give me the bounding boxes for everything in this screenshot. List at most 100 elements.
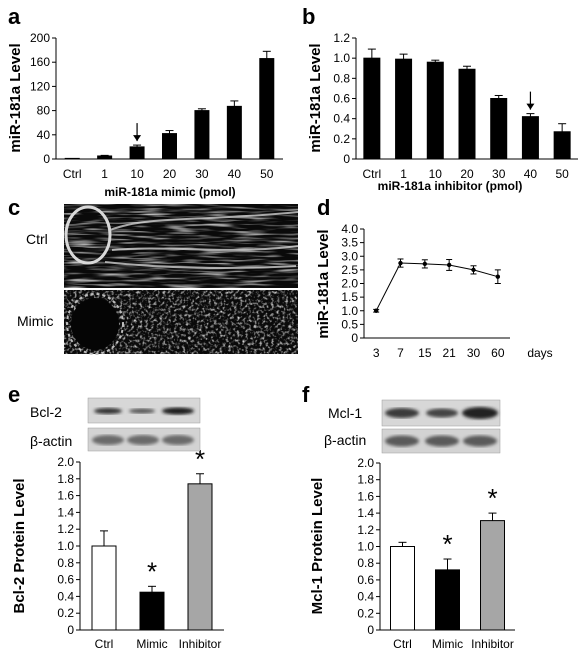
y-tick-label: 0.2	[57, 606, 74, 620]
x-tick-label: Mimic	[432, 637, 463, 651]
blot-e-band	[129, 408, 155, 414]
y-tick-label: 1.2	[357, 523, 374, 537]
y-tick-label: 2.0	[357, 456, 374, 470]
y-tick-label: 1.0	[341, 304, 358, 318]
panel-letter-c: c	[8, 195, 20, 220]
micrograph-ctrl	[64, 204, 299, 288]
y-tick-label: 0.4	[357, 590, 374, 604]
x-tick-label: Inhibitor	[179, 637, 222, 651]
y-tick-label: 200	[30, 31, 50, 45]
blot-f: Mcl-1 β-actin	[324, 399, 501, 454]
y-tick-label: 1.4	[357, 506, 374, 520]
bar	[480, 520, 505, 631]
y-tick-label: 0	[67, 623, 74, 637]
blot-e-label-target: Bcl-2	[30, 404, 62, 420]
blot-f-band	[385, 408, 419, 418]
y-tick-label: 1.5	[341, 290, 358, 304]
x-tick-label: Ctrl	[95, 637, 114, 651]
bar	[97, 155, 113, 160]
arrow-marker-head	[526, 103, 535, 110]
y-tick-label: 1.8	[357, 473, 374, 487]
micrograph-mimic	[64, 290, 298, 355]
significance-marker: *	[147, 556, 157, 586]
x-tick-label: 20	[163, 167, 177, 181]
x-tick-label: 40	[524, 167, 538, 181]
blot-f-band	[385, 435, 419, 447]
panel-letter-e: e	[8, 382, 20, 407]
bar	[129, 146, 145, 160]
series-line	[375, 262, 498, 311]
x-tick-label: 60	[491, 346, 505, 360]
bar	[458, 68, 476, 160]
x-tick-label: 10	[130, 167, 144, 181]
blot-f-band	[425, 435, 459, 447]
blot-f-band	[463, 435, 497, 447]
bar	[363, 57, 381, 160]
y-axis-label: miR-181a Level	[7, 43, 24, 152]
y-tick-label: 1.0	[57, 539, 74, 553]
bar	[91, 545, 117, 631]
bar	[187, 483, 213, 631]
y-tick-label: 1.0	[333, 51, 350, 65]
x-axis-label: miR-181a inhibitor (pmol)	[378, 179, 523, 193]
y-tick-label: 1.6	[57, 489, 74, 503]
y-tick-label: 3.0	[341, 249, 358, 263]
y-tick-label: 0.6	[333, 92, 350, 106]
bar	[226, 105, 242, 160]
x-tick-label: 7	[397, 346, 404, 360]
blot-e-band	[162, 407, 194, 415]
y-tick-label: 0.2	[333, 132, 350, 146]
bar	[395, 58, 413, 160]
x-tick-label: 30	[492, 167, 506, 181]
y-axis-label: miR-181a Level	[307, 43, 324, 152]
x-tick-label: 21	[442, 346, 456, 360]
y-tick-label: 1.0	[357, 540, 374, 554]
y-tick-label: 0.6	[57, 573, 74, 587]
x-tick-label: 15	[418, 346, 432, 360]
x-axis-label: miR-181a mimic (pmol)	[104, 185, 235, 199]
y-tick-label: 40	[37, 128, 51, 142]
x-tick-label: Mimic	[136, 637, 167, 651]
chart-e: 0 0.2 0.4 0.6 0.8 1.0 1.2 1.4 1.6 1.8 2.0 Bcl-2 Pro…	[11, 444, 224, 651]
y-tick-label: 80	[37, 104, 51, 118]
micrograph-label-mimic: Mimic	[17, 313, 54, 329]
y-tick-label: 0	[343, 152, 350, 166]
y-tick-label: 1.8	[57, 472, 74, 486]
x-tick-label: 50	[555, 167, 569, 181]
x-tick-label: Ctrl	[63, 167, 82, 181]
bar	[259, 58, 275, 160]
blot-e-band	[162, 435, 194, 445]
blot-f-band	[462, 407, 498, 419]
bar	[64, 157, 80, 160]
y-tick-label: 120	[30, 79, 50, 93]
x-tick-label: 30	[195, 167, 209, 181]
bar	[139, 591, 165, 631]
data-point	[471, 267, 476, 273]
y-tick-label: 0.8	[57, 556, 74, 570]
y-tick-label: 1.6	[357, 489, 374, 503]
significance-marker: *	[487, 483, 497, 513]
y-tick-label: 0.6	[357, 573, 374, 587]
blot-e-label-actin: β-actin	[30, 433, 72, 449]
bar	[162, 133, 177, 160]
y-tick-label: 0	[351, 331, 358, 345]
y-axis-label: Bcl-2 Protein Level	[11, 478, 28, 613]
bar	[521, 116, 539, 160]
x-tick-label: Inhibitor	[471, 637, 514, 651]
data-point	[495, 274, 501, 279]
y-tick-label: 3.5	[341, 236, 358, 250]
panel-letter-d: d	[317, 195, 330, 220]
data-point	[446, 262, 452, 268]
panel-letter-a: a	[8, 4, 21, 29]
chart-f: 0 0.2 0.4 0.6 0.8 1.0 1.2 1.4 1.6 1.8 2.0 Mcl-1 Pro…	[309, 456, 515, 651]
panel-letter-f: f	[302, 382, 310, 407]
y-axis-label: Mcl-1 Protein Level	[309, 478, 326, 615]
micrograph-label-ctrl: Ctrl	[26, 231, 48, 247]
y-tick-label: 4.0	[341, 222, 358, 236]
significance-marker: *	[195, 444, 205, 474]
blot-e-band	[92, 435, 124, 445]
x-tick-label: 20	[460, 167, 474, 181]
blot-f-band	[426, 408, 458, 418]
x-tick-label: Ctrl	[393, 637, 412, 651]
